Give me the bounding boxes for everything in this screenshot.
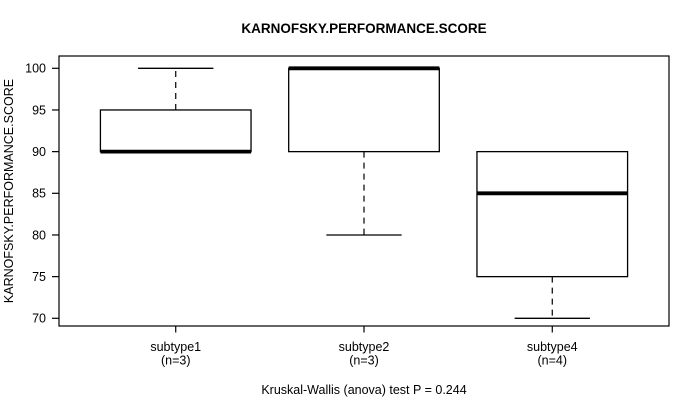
y-axis-label: KARNOFSKY.PERFORMANCE.SCORE — [2, 79, 16, 303]
y-tick-label: 75 — [32, 270, 46, 284]
y-tick-label: 100 — [25, 62, 46, 76]
x-tick-sublabel: (n=3) — [161, 354, 191, 368]
y-tick-label: 85 — [32, 187, 46, 201]
x-tick-label: subtype2 — [339, 340, 390, 354]
chart-title: KARNOFSKY.PERFORMANCE.SCORE — [241, 21, 486, 36]
y-tick-label: 70 — [32, 312, 46, 326]
plot-area: 707580859095100subtype1(n=3)subtype2(n=3… — [25, 55, 670, 368]
y-tick-label: 90 — [32, 145, 46, 159]
y-tick-label: 95 — [32, 103, 46, 117]
box-rect — [288, 67, 440, 153]
x-tick-sublabel: (n=4) — [538, 354, 568, 368]
x-tick-sublabel: (n=3) — [349, 354, 379, 368]
box-rect — [476, 150, 629, 278]
caption-text: Kruskal-Wallis (anova) test P = 0.244 — [261, 383, 466, 397]
x-tick-label: subtype4 — [527, 340, 578, 354]
box-rect — [99, 109, 252, 153]
x-tick-label: subtype1 — [150, 340, 201, 354]
y-tick-label: 80 — [32, 228, 46, 242]
